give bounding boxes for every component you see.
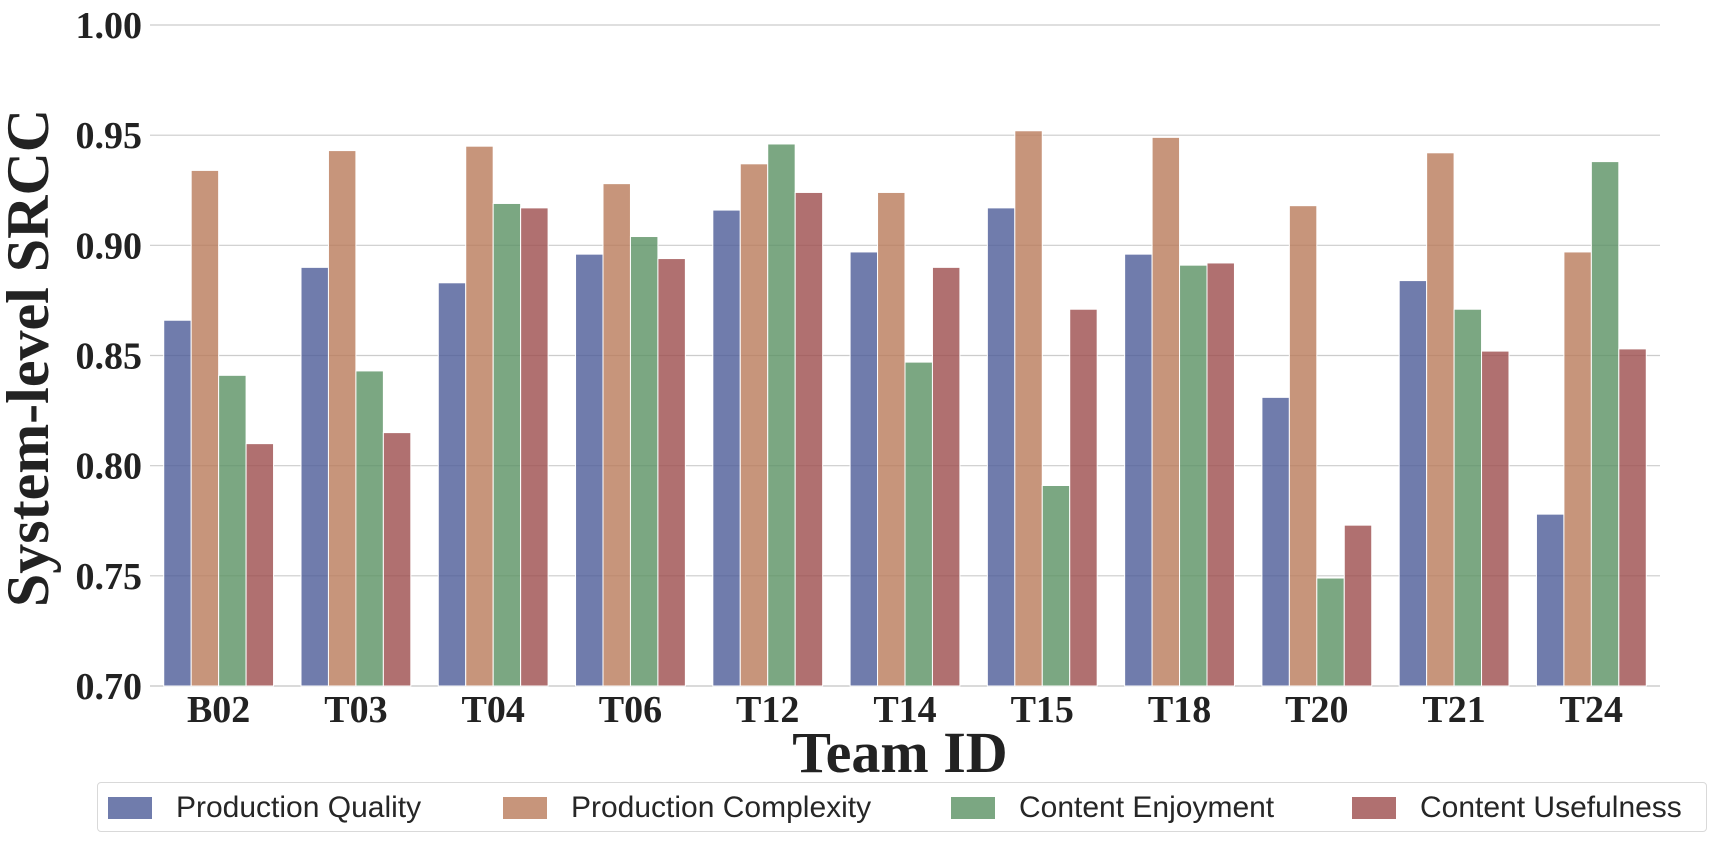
bar-t03-content-enjoyment [355, 370, 384, 687]
bar-t03-content-usefulness [382, 432, 412, 687]
y-tick-label: 0.70 [76, 666, 143, 708]
bar-t14-production-quality [849, 251, 879, 687]
bar-t06-content-enjoyment [629, 236, 659, 687]
legend-swatch [108, 797, 152, 819]
bar-t18-production-complexity [1151, 136, 1181, 687]
x-tick-label: T20 [1285, 689, 1348, 731]
x-axis-title: Team ID [792, 720, 1007, 785]
legend-swatch [1352, 797, 1396, 819]
bar-t18-content-enjoyment [1179, 264, 1208, 687]
bars [163, 130, 1647, 687]
y-axis-title: System-level SRCC [0, 109, 61, 607]
bar-t12-content-usefulness [794, 191, 824, 687]
bar-b02-production-quality [163, 319, 192, 687]
bar-t14-production-complexity [877, 191, 906, 687]
bar-t12-production-complexity [739, 163, 769, 687]
bar-t14-content-usefulness [931, 266, 961, 687]
x-tick-labels: B02 T03 T04 T06 T12 T14 T15 T18 T20 T21 T24 [187, 689, 1623, 731]
bar-b02-production-complexity [190, 169, 220, 687]
legend-item: Production Complexity [503, 783, 871, 833]
x-tick-label: T18 [1148, 689, 1211, 731]
bar-t03-production-complexity [327, 150, 357, 687]
bar-t20-content-usefulness [1343, 524, 1373, 687]
x-tick-label: T04 [462, 689, 525, 731]
legend-swatch [503, 797, 547, 819]
bar-t20-production-quality [1261, 396, 1290, 687]
legend-label: Content Usefulness [1420, 791, 1682, 824]
legend-item: Content Usefulness [1352, 783, 1682, 833]
legend-label: Content Enjoyment [1019, 791, 1275, 824]
bar-t06-content-usefulness [657, 258, 686, 687]
x-tick-label: T21 [1422, 689, 1485, 731]
legend-item: Production Quality [108, 783, 421, 833]
bar-t21-production-complexity [1426, 152, 1455, 687]
bar-t21-content-enjoyment [1453, 308, 1483, 687]
bar-t06-production-quality [575, 253, 604, 687]
y-tick-label: 0.75 [76, 556, 143, 598]
bar-t20-content-enjoyment [1316, 577, 1345, 687]
bar-t12-content-enjoyment [767, 143, 796, 687]
bar-b02-content-enjoyment [218, 374, 247, 687]
y-tick-labels: 0.70 0.75 0.80 0.85 0.90 0.95 1.00 [76, 5, 143, 708]
x-tick-label: T12 [736, 689, 799, 731]
bar-t04-production-quality [437, 282, 467, 687]
y-tick-label: 0.80 [76, 446, 143, 488]
bar-t12-production-quality [712, 209, 741, 687]
bar-t06-production-complexity [602, 183, 631, 687]
bar-t18-production-quality [1124, 253, 1153, 687]
bar-t04-production-complexity [465, 145, 494, 687]
bar-t24-content-enjoyment [1590, 161, 1620, 687]
x-tick-label: T24 [1560, 689, 1623, 731]
bar-t15-production-quality [986, 207, 1016, 687]
bar-t14-content-enjoyment [904, 361, 933, 687]
bar-t24-production-complexity [1563, 251, 1592, 687]
bar-t18-content-usefulness [1206, 262, 1235, 687]
bar-t15-content-usefulness [1069, 308, 1098, 687]
y-tick-label: 1.00 [76, 5, 143, 47]
bar-t15-content-enjoyment [1041, 484, 1071, 687]
bar-t04-content-usefulness [520, 207, 549, 687]
y-tick-label: 0.90 [76, 225, 143, 267]
bar-b02-content-usefulness [245, 443, 275, 687]
legend-label: Production Quality [176, 791, 422, 824]
bar-t24-content-usefulness [1618, 348, 1647, 687]
legend-label: Production Complexity [571, 791, 872, 824]
legend: Production Quality Production Complexity C… [97, 782, 1707, 832]
x-tick-label: T03 [324, 689, 387, 731]
bar-t04-content-enjoyment [492, 202, 522, 687]
bar-t21-production-quality [1398, 280, 1428, 687]
y-tick-label: 0.95 [76, 115, 143, 157]
bar-t20-production-complexity [1288, 205, 1318, 687]
bar-t15-production-complexity [1014, 130, 1043, 687]
x-tick-label: T06 [599, 689, 662, 731]
legend-swatch [951, 797, 995, 819]
y-tick-label: 0.85 [76, 336, 143, 378]
x-tick-label: B02 [187, 689, 250, 731]
bar-t21-content-usefulness [1481, 350, 1510, 687]
bar-t24-production-quality [1535, 513, 1565, 687]
x-tick-label: T15 [1011, 689, 1074, 731]
x-tick-label: T14 [873, 689, 936, 731]
bar-t03-production-quality [300, 266, 329, 687]
legend-item: Content Enjoyment [951, 783, 1274, 833]
